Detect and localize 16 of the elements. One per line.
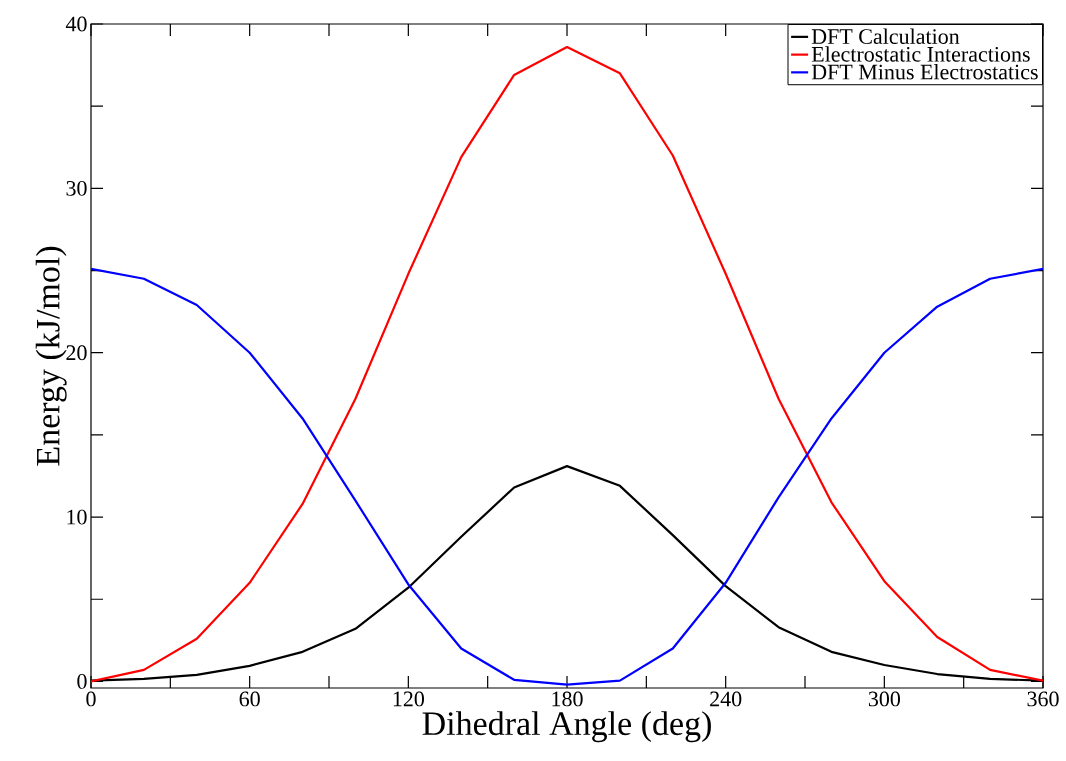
legend-label: Electrostatic Interactions xyxy=(811,46,1030,62)
x-tick-label: 180 xyxy=(552,691,583,707)
y-tick-label: 40 xyxy=(65,16,87,32)
x-tick-label: 300 xyxy=(868,691,900,707)
legend-label: DFT Minus Electrostatics xyxy=(811,63,1038,80)
y-axis-title: Energy (kJ/mol) xyxy=(35,246,67,466)
y-tick-label: 30 xyxy=(66,180,87,196)
y-tick-label: 0 xyxy=(77,674,87,689)
x-axis-title: Dihedral Angle (deg) xyxy=(422,711,711,743)
y-tick-label: 20 xyxy=(66,345,87,361)
legend-label: DFT Calculation xyxy=(811,28,960,44)
x-tick-label: 60 xyxy=(239,691,260,707)
x-tick-label: 360 xyxy=(1027,691,1059,707)
x-tick-label: 120 xyxy=(393,691,424,707)
x-tick-label: 240 xyxy=(710,691,742,707)
y-tick-label: 10 xyxy=(67,509,87,525)
